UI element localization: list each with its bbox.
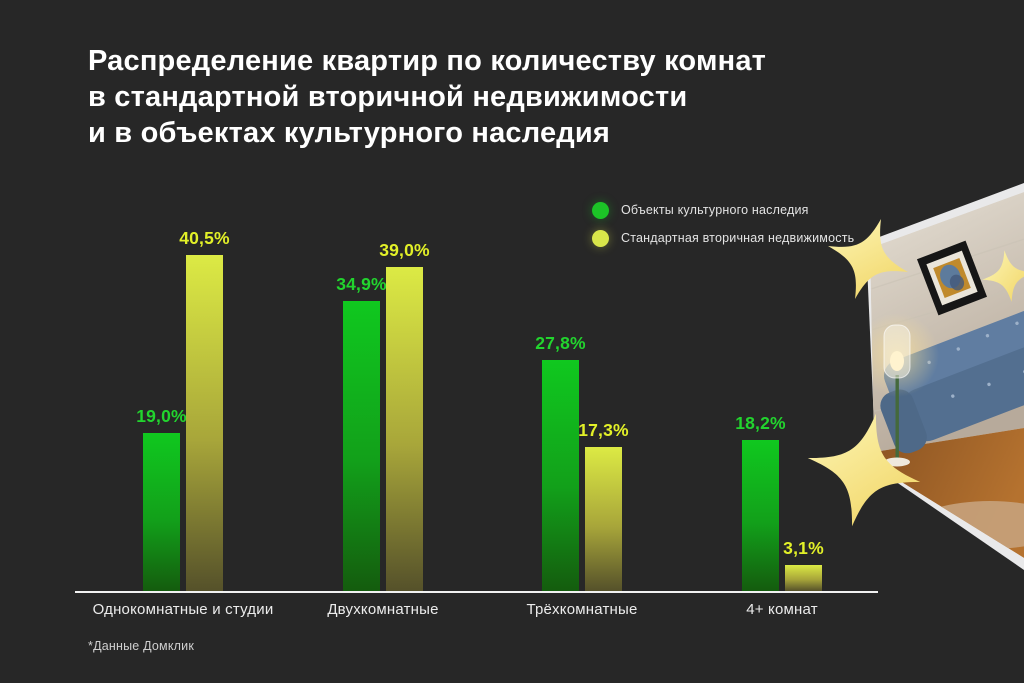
bar-heritage <box>742 440 779 591</box>
category-label: Двухкомнатные <box>327 601 439 618</box>
bar-standard <box>186 255 223 591</box>
bar-value-label: 40,5% <box>179 228 230 248</box>
category-label: Однокомнатные и студии <box>92 601 274 618</box>
legend: Объекты культурного наследия Стандартная… <box>592 196 854 252</box>
bar-standard <box>785 565 822 591</box>
green-dot-icon <box>592 201 609 219</box>
bar-value-label: 39,0% <box>379 240 430 260</box>
category-label: 4+ комнат <box>746 601 818 618</box>
chart-title-line1: Распределение квартир по количеству комн… <box>88 45 767 77</box>
legend-item-standard: Стандартная вторичная недвижимость <box>592 224 854 252</box>
bar-value-label: 17,3% <box>578 420 629 440</box>
legend-label-standard: Стандартная вторичная недвижимость <box>621 231 855 245</box>
bar-heritage <box>143 433 180 591</box>
bar-value-label: 3,1% <box>783 538 824 558</box>
yellow-dot-icon <box>592 229 609 247</box>
bar-standard <box>585 447 622 591</box>
bar-value-label: 34,9% <box>336 274 387 294</box>
chart-title-line2: в стандартной вторичной недвижимости <box>88 80 688 113</box>
bar-value-label: 18,2% <box>735 413 786 433</box>
footnote: *Данные Домклик <box>88 639 195 653</box>
bar-heritage <box>542 360 579 591</box>
baseline-axis <box>75 591 878 593</box>
bar-standard <box>386 267 423 591</box>
legend-label-heritage: Объекты культурного наследия <box>621 203 809 217</box>
legend-item-heritage: Объекты культурного наследия <box>592 196 854 224</box>
bar-heritage <box>343 301 380 591</box>
bar-value-label: 27,8% <box>535 333 586 353</box>
chart-title-line3: и в объектах культурного наследия <box>88 116 611 149</box>
bar-value-label: 19,0% <box>136 406 187 426</box>
chart-title: Распределение квартир по количеству комн… <box>88 44 766 152</box>
category-label: Трёхкомнатные <box>526 601 638 618</box>
